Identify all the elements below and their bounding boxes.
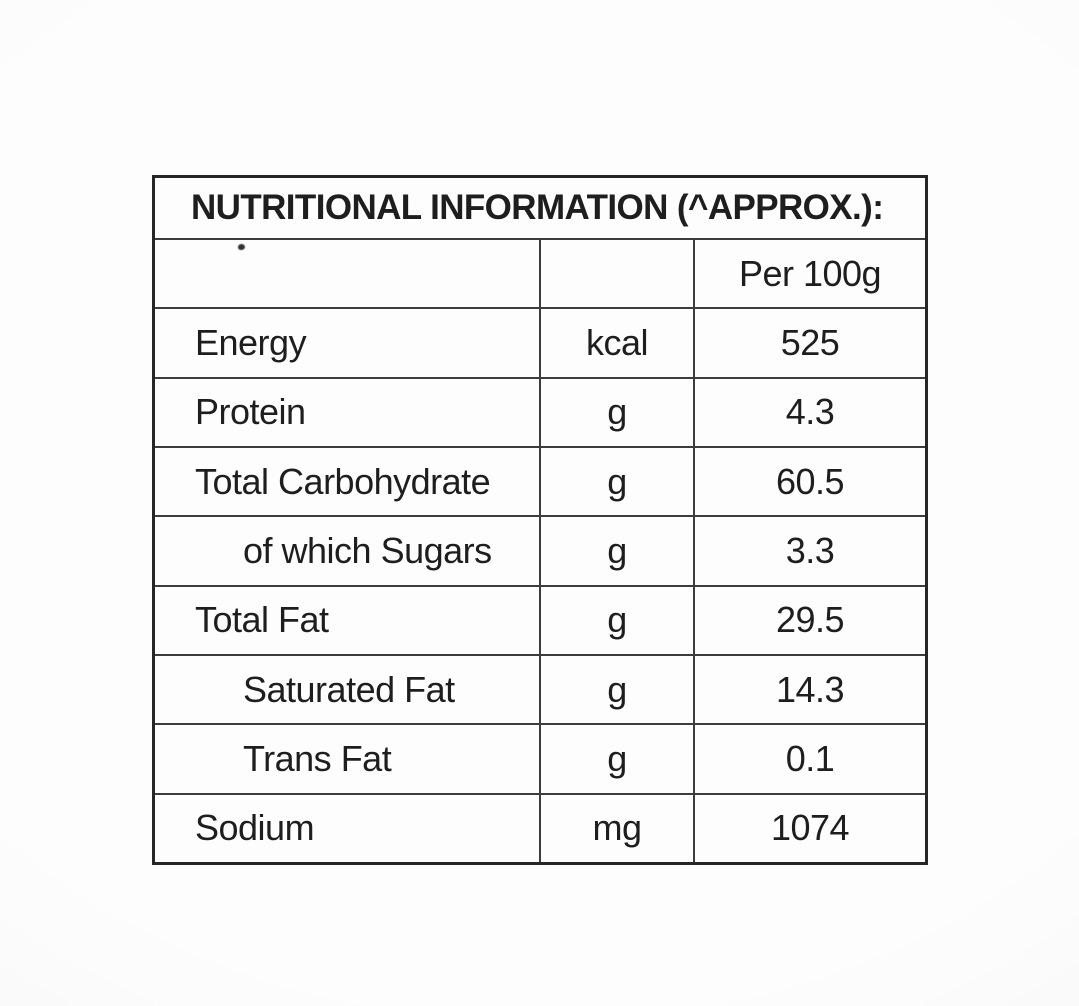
value-cell: 525 — [780, 321, 840, 363]
table-header-row: Per 100g — [155, 240, 925, 310]
table-row: Trans Fat g 0.1 — [155, 725, 925, 795]
value-cell: 14.3 — [775, 668, 845, 710]
nutrient-name-cell: Protein — [155, 378, 541, 446]
unit-cell: g — [541, 378, 695, 446]
table-row: of which Sugars g 3.3 — [155, 517, 925, 587]
header-per-100g-cell: Per 100g — [738, 252, 882, 294]
value-cell: 0.1 — [785, 737, 835, 779]
header-nutrient-cell — [155, 240, 541, 308]
value-cell: 60.5 — [775, 460, 845, 502]
nutrient-name-cell: Sodium — [155, 794, 541, 862]
nutrition-table-body: Per 100g Energy kcal 525 Protein g 4.3 T… — [155, 240, 925, 862]
unit-cell: g — [541, 447, 695, 516]
value-cell: 4.3 — [785, 391, 835, 433]
nutrition-table: NUTRITIONAL INFORMATION (^APPROX.): Per … — [152, 175, 928, 865]
table-row: Protein g 4.3 — [155, 378, 925, 448]
nutrition-table-title: NUTRITIONAL INFORMATION (^APPROX.): — [155, 178, 925, 240]
value-cell: 1074 — [770, 807, 850, 849]
table-row: Sodium mg 1074 — [155, 794, 925, 862]
nutrient-name-cell: Trans Fat — [155, 725, 541, 793]
nutrient-name-cell: Energy — [155, 309, 541, 377]
table-row: Saturated Fat g 14.3 — [155, 655, 925, 726]
table-row: Total Carbohydrate g 60.5 — [155, 447, 925, 518]
unit-cell: g — [541, 725, 695, 793]
nutrient-name-cell: of which Sugars — [155, 517, 541, 585]
table-row: Energy kcal 525 — [155, 309, 925, 379]
table-row: Total Fat g 29.5 — [155, 586, 925, 656]
ink-speck-artifact — [238, 244, 245, 250]
header-unit-cell — [541, 240, 695, 308]
nutrient-name-cell: Saturated Fat — [155, 655, 541, 724]
nutrient-name-cell: Total Carbohydrate — [155, 447, 541, 516]
value-cell: 3.3 — [785, 529, 835, 571]
value-cell: 29.5 — [775, 599, 845, 641]
unit-cell: g — [541, 586, 695, 654]
nutrient-name-cell: Total Fat — [155, 586, 541, 654]
unit-cell: g — [541, 655, 695, 724]
unit-cell: g — [541, 517, 695, 585]
unit-cell: mg — [541, 794, 695, 862]
unit-cell: kcal — [541, 309, 695, 377]
